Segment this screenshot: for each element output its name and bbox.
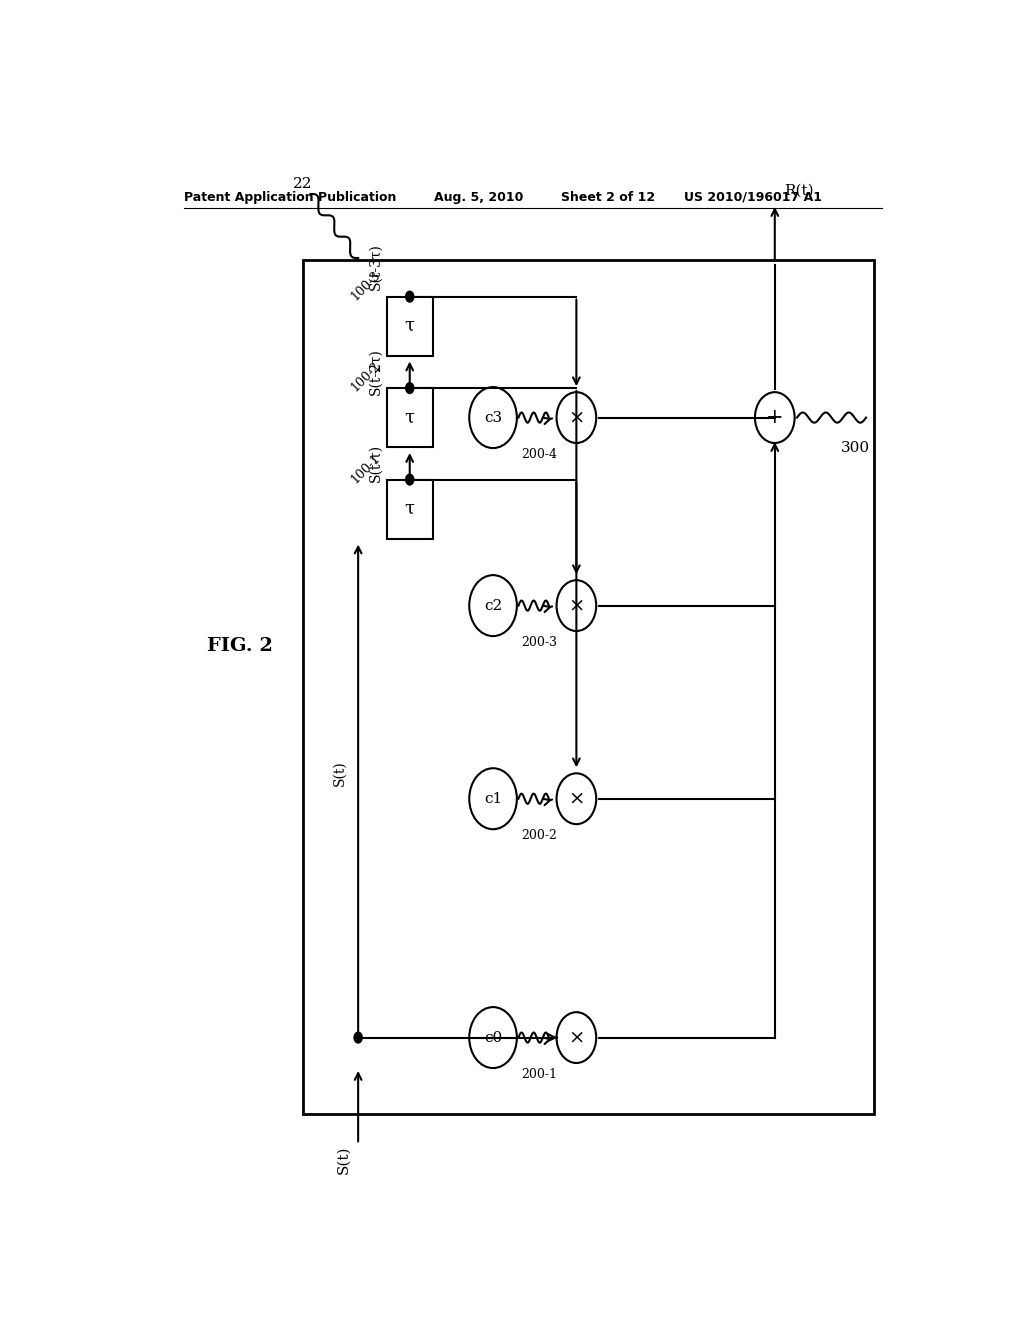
Text: 200-2: 200-2 <box>521 829 557 842</box>
Text: 100-2: 100-2 <box>348 359 383 395</box>
Text: ×: × <box>568 597 585 615</box>
Text: τ: τ <box>404 500 415 517</box>
Bar <box>387 479 433 539</box>
Bar <box>303 260 873 1114</box>
Text: +: + <box>766 408 783 428</box>
Text: S(t-τ): S(t-τ) <box>369 445 383 482</box>
Text: S(t): S(t) <box>336 1146 350 1173</box>
Bar <box>387 388 433 447</box>
Text: S(t): S(t) <box>332 760 346 787</box>
Text: τ: τ <box>404 317 415 335</box>
Text: S(t-2τ): S(t-2τ) <box>369 348 383 395</box>
Text: ×: × <box>568 789 585 808</box>
Text: 200-4: 200-4 <box>521 447 557 461</box>
Text: R(t): R(t) <box>784 183 814 198</box>
Text: S(t-3τ): S(t-3τ) <box>369 243 383 289</box>
Text: 22: 22 <box>293 177 312 191</box>
Text: τ: τ <box>404 409 415 426</box>
Text: 100-1: 100-1 <box>348 451 383 486</box>
Bar <box>387 297 433 355</box>
Text: c1: c1 <box>484 792 502 805</box>
Text: ×: × <box>568 1028 585 1047</box>
Text: 100-3: 100-3 <box>348 268 383 302</box>
Circle shape <box>404 290 415 302</box>
Text: c3: c3 <box>484 411 502 425</box>
Text: Aug. 5, 2010: Aug. 5, 2010 <box>433 190 523 203</box>
Text: Sheet 2 of 12: Sheet 2 of 12 <box>560 190 654 203</box>
Text: Patent Application Publication: Patent Application Publication <box>183 190 396 203</box>
Text: ×: × <box>568 409 585 426</box>
Text: US 2010/196017 A1: US 2010/196017 A1 <box>684 190 821 203</box>
Circle shape <box>404 474 415 486</box>
Text: c2: c2 <box>484 598 502 612</box>
Text: FIG. 2: FIG. 2 <box>207 638 273 655</box>
Text: 200-1: 200-1 <box>521 1068 557 1081</box>
Circle shape <box>353 1031 362 1044</box>
Circle shape <box>404 381 415 395</box>
Text: 200-3: 200-3 <box>521 636 557 649</box>
Text: 300: 300 <box>841 441 870 455</box>
Text: c0: c0 <box>484 1031 502 1044</box>
